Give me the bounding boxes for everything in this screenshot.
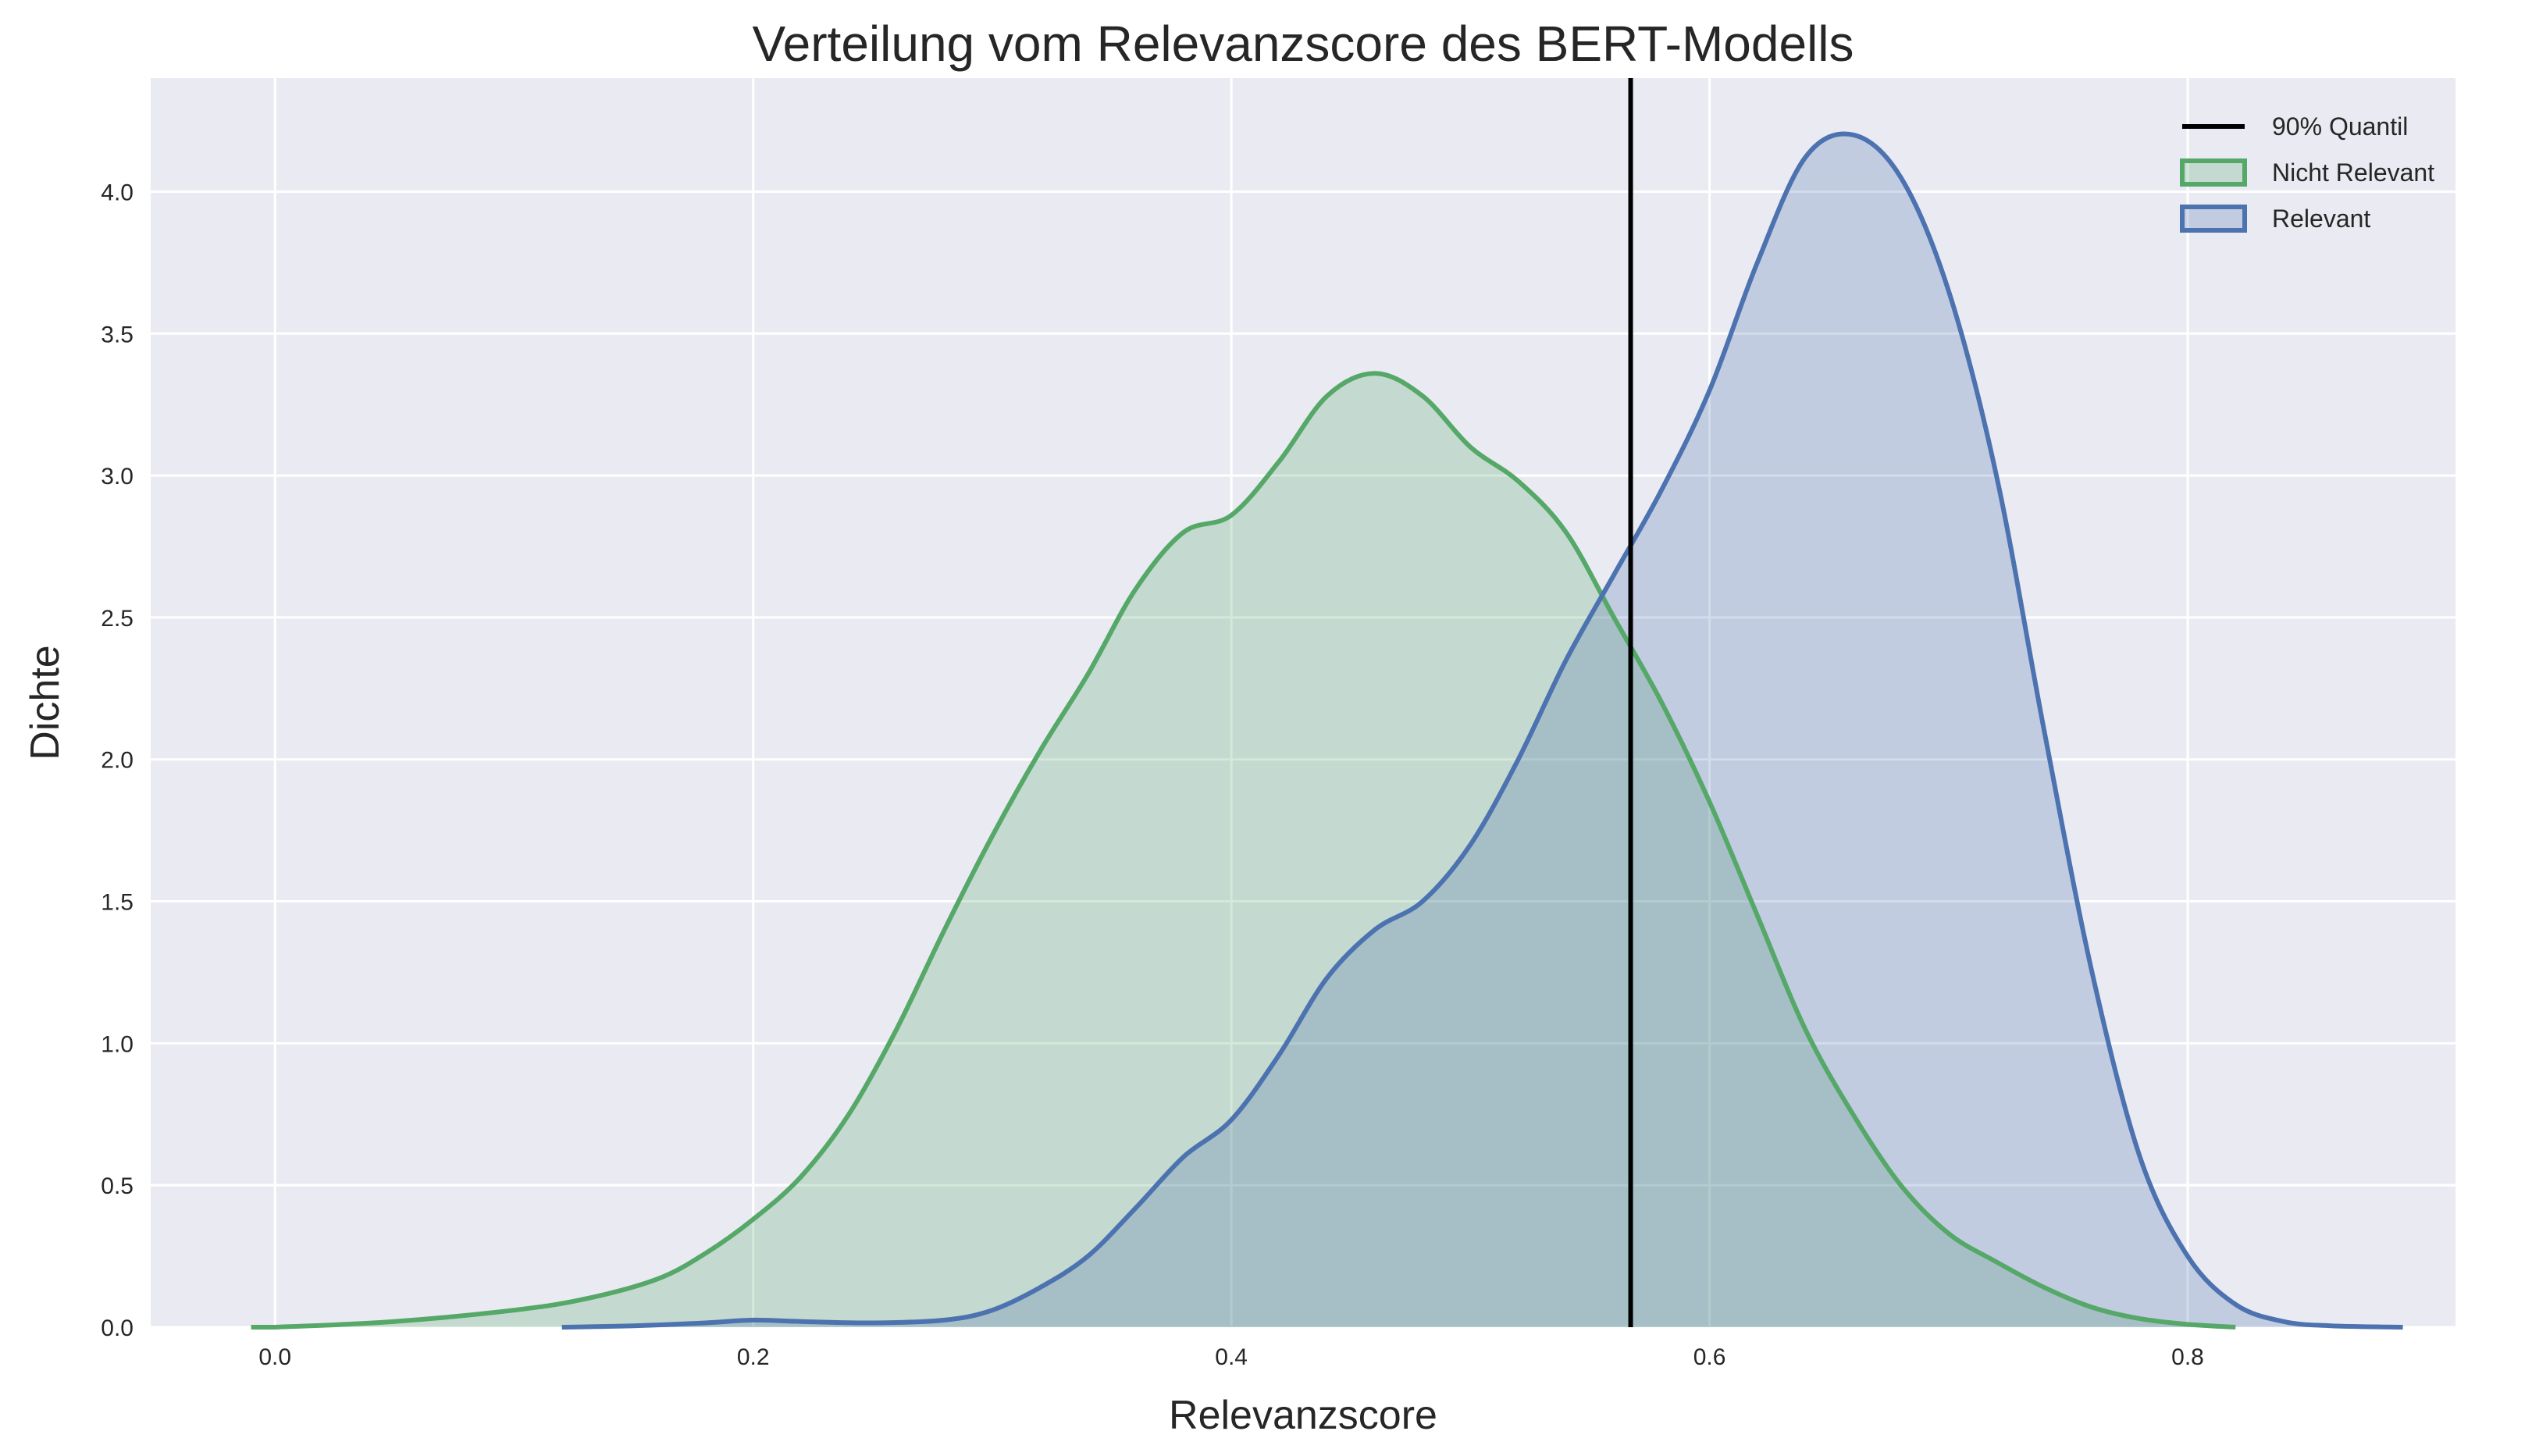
plot-area-background (151, 78, 2455, 1327)
x-tick-label: 0.6 (1693, 1344, 1726, 1370)
legend-relevant-label: Relevant (2272, 205, 2370, 233)
y-axis-label: Dichte (23, 645, 68, 760)
y-tick-label: 4.0 (101, 180, 134, 205)
x-tick-label: 0.2 (737, 1344, 770, 1370)
legend-relevant-swatch (2180, 205, 2247, 233)
x-tick-label: 0.0 (258, 1344, 291, 1370)
y-tick-label: 3.5 (101, 322, 134, 347)
y-tick-label: 3.0 (101, 464, 134, 489)
horizontal-gridlines (151, 190, 2455, 1329)
y-tick-label: 2.0 (101, 748, 134, 774)
series-line-nicht-relevant (251, 371, 2236, 1330)
x-tick-label: 0.4 (1215, 1344, 1248, 1370)
series-curves (251, 131, 2403, 1330)
y-axis-tick-labels: 0.0 0.5 1.0 1.5 2.0 2.5 3.0 3.5 4.0 (101, 180, 134, 1341)
x-tick-label: 0.8 (2171, 1344, 2204, 1370)
series-fill-nicht-relevant (251, 373, 2236, 1328)
y-tick-label: 0.5 (101, 1173, 134, 1199)
x-axis-label: Relevanzscore (1169, 1393, 1437, 1438)
y-tick-label: 2.5 (101, 606, 134, 632)
y-tick-label: 1.0 (101, 1031, 134, 1057)
chart-title: Verteilung vom Relevanzscore des BERT-Mo… (752, 16, 1854, 72)
series-line-relevant (561, 131, 2403, 1330)
legend-nicht-relevant-label: Nicht Relevant (2272, 158, 2434, 187)
x-axis-tick-labels: 0.0 0.2 0.4 0.6 0.8 (258, 1344, 2204, 1370)
y-tick-label: 1.5 (101, 890, 134, 916)
legend: 90% Quantil Nicht Relevant Relevant (2180, 112, 2434, 233)
series-fill-areas (251, 133, 2403, 1328)
y-tick-label: 0.0 (101, 1315, 134, 1341)
series-fill-relevant (561, 133, 2403, 1327)
legend-nicht-relevant-swatch (2180, 158, 2247, 187)
legend-quantile-label: 90% Quantil (2272, 112, 2408, 141)
